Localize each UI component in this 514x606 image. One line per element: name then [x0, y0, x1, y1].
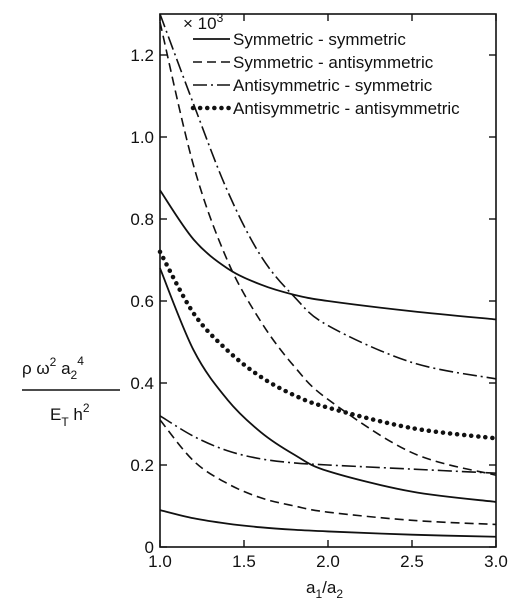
x-tick-label: 3.0 — [484, 552, 508, 571]
y-tick-label: 0.6 — [130, 292, 154, 311]
series-2-curve-2 — [159, 419, 497, 526]
y-axis-label: ρ ω2 a24 ET h2 — [22, 354, 120, 429]
y-tick-label: 0.4 — [130, 374, 154, 393]
legend-label-2: Symmetric - antisymmetric — [233, 53, 434, 72]
x-tick-label: 1.5 — [232, 552, 256, 571]
series-2-curve-1 — [159, 22, 497, 477]
series-1-curve-2 — [159, 267, 497, 503]
legend: Symmetric - symmetric Symmetric - antisym… — [190, 30, 460, 118]
y-tick-label: 0.2 — [130, 456, 154, 475]
series-3-curve-2 — [159, 415, 497, 474]
y-axis-label-denominator: ET h2 — [50, 401, 90, 429]
x-axis-label: a1/a2 — [306, 578, 343, 601]
x-tick-label: 2.0 — [316, 552, 340, 571]
series-4-curve-1 — [157, 249, 499, 441]
y-multiplier-label: × 103 — [183, 11, 224, 33]
x-tick-label: 1.0 — [148, 552, 172, 571]
x-tick-label: 2.5 — [400, 552, 424, 571]
y-axis-label-numerator: ρ ω2 a24 — [22, 354, 84, 382]
series-curves — [157, 13, 499, 538]
legend-label-1: Symmetric - symmetric — [233, 30, 406, 49]
series-1-curve-1 — [159, 189, 497, 321]
y-tick-label: 0 — [145, 538, 154, 557]
legend-label-4: Antisymmetric - antisymmetric — [233, 99, 460, 118]
y-tick-label: 0.8 — [130, 210, 154, 229]
series-3-curve-1 — [159, 13, 497, 380]
y-tick-label: 1.0 — [130, 128, 154, 147]
x-axis-ticks: 1.0 1.5 2.0 2.5 3.0 — [148, 14, 508, 571]
y-axis-ticks: 0 0.2 0.4 0.6 0.8 1.0 1.2 — [130, 46, 496, 557]
y-tick-label: 1.2 — [130, 46, 154, 65]
series-1-curve-3 — [159, 509, 497, 538]
legend-label-3: Antisymmetric - symmetric — [233, 76, 433, 95]
